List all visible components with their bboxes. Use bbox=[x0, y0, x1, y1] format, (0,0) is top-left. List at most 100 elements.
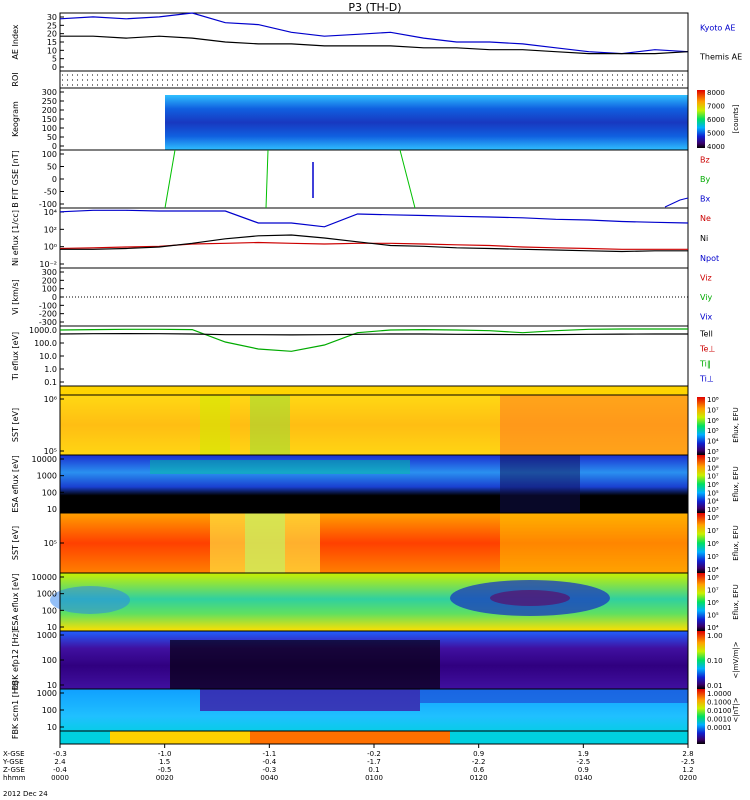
series-line-tell bbox=[59, 333, 688, 336]
legend-entry-ae: Themis AE bbox=[699, 53, 742, 62]
ylabel-esa_i: ESA eflux [eV] bbox=[11, 573, 20, 630]
ytick-keogram: 50 bbox=[47, 133, 57, 142]
xaxis-tick-label: 0.6 bbox=[473, 766, 485, 774]
xaxis-tick-label: -0.4 bbox=[53, 766, 67, 774]
ylabel-ae: AE Index bbox=[11, 24, 20, 59]
panel-frame-bfit bbox=[59, 149, 689, 209]
ytick-ae: 15 bbox=[47, 38, 57, 47]
bfit-by-segment bbox=[399, 149, 416, 209]
ytick-fbk_b: 1000 bbox=[37, 689, 57, 698]
ytick-esa_i: 10 bbox=[47, 623, 57, 632]
ytick-ni: 10⁻² bbox=[39, 260, 57, 269]
ytick-keogram: 200 bbox=[42, 106, 57, 115]
legend-entry-bfit: Bz bbox=[700, 156, 710, 165]
colorbar-tick-keogram: 5000 bbox=[707, 130, 725, 138]
series-line-themisae bbox=[60, 35, 689, 55]
legend-entry-ti: Tell bbox=[699, 330, 713, 339]
legend-entry-ti: Te⊥ bbox=[699, 345, 715, 354]
xaxis-row-label: Z-GSE bbox=[3, 766, 25, 774]
ytick-bfit: 100 bbox=[42, 150, 57, 159]
ytick-keogram: 150 bbox=[42, 115, 57, 124]
xaxis-tick-label: 1.5 bbox=[159, 758, 170, 766]
colorbar-tick-fbk_b: 0.1000 bbox=[707, 699, 732, 707]
ytick-ni: 10⁰ bbox=[44, 243, 57, 252]
bfit-bx-segment bbox=[664, 197, 689, 208]
legend-entry-ni: Npot bbox=[700, 254, 719, 263]
colorbar-tick-sst_e: 10⁵ bbox=[707, 427, 719, 435]
ytick-ae: 5 bbox=[52, 55, 57, 64]
legend-entry-vi: Viy bbox=[700, 293, 713, 302]
xaxis-tick-label: -2.5 bbox=[576, 758, 590, 766]
xaxis-tick-label: 0000 bbox=[51, 774, 69, 782]
colorbar-unit-fbk_e: <|mV/m|> bbox=[732, 641, 740, 678]
colorbar-tick-fbk_b: 0.0001 bbox=[707, 724, 732, 732]
ytick-keogram: 300 bbox=[42, 88, 57, 97]
xaxis-tick-label: -0.3 bbox=[53, 750, 67, 758]
xaxis-row-label: X-GSE bbox=[3, 750, 25, 758]
xaxis-tick-label: -2.2 bbox=[472, 758, 486, 766]
ytick-vi: 100 bbox=[42, 285, 57, 294]
spectrogram-images bbox=[50, 90, 705, 744]
ytick-vi: 300 bbox=[42, 268, 57, 277]
colorbar-tick-fbk_e: 0.01 bbox=[707, 682, 723, 690]
ytick-ni: 10⁴ bbox=[44, 208, 57, 217]
ylabel-vi: Vi [km/s] bbox=[11, 279, 20, 315]
x-axis: X-GSE -0.3 -1.0 -1.1 -0.2 0.9 1.9 2.8 Y-GSE 2.4 1.… bbox=[2, 385, 697, 798]
colorbar-tick-esa_i: 10⁴ bbox=[707, 624, 719, 632]
ytick-esa_e: 10 bbox=[47, 505, 57, 514]
xaxis-tick-label: 0.1 bbox=[368, 766, 379, 774]
colorbar-unit-esa_e: Eflux, EFU bbox=[732, 466, 740, 501]
ytick-sst_e: 10⁶ bbox=[44, 395, 57, 404]
ytick-bfit: -50 bbox=[44, 188, 57, 197]
xaxis-row-label: hhmm bbox=[3, 774, 26, 782]
ylabel-roi: ROI bbox=[11, 72, 20, 86]
ytick-vi: 0 bbox=[52, 293, 57, 302]
ytick-keogram: 250 bbox=[42, 97, 57, 106]
legend-entry-bfit: By bbox=[700, 175, 710, 184]
ylabel-fbk_e: FBK efp12 [Hz] bbox=[11, 630, 20, 690]
xaxis-date: 2012 Dec 24 bbox=[3, 790, 48, 798]
ytick-fbk_e: 1000 bbox=[37, 631, 57, 640]
colorbar-tick-esa_i: 10⁵ bbox=[707, 612, 719, 620]
ytick-fbk_e: 100 bbox=[42, 656, 57, 665]
ytick-vi: -300 bbox=[39, 318, 57, 327]
colorbar-tick-fbk_b: 1.0000 bbox=[707, 690, 732, 698]
xaxis-tick-label: 0.9 bbox=[473, 750, 484, 758]
colorbar-unit-sst_i: Eflux, EFU bbox=[732, 525, 740, 560]
xaxis-tick-label: -0.4 bbox=[262, 758, 276, 766]
colorbar-tick-fbk_b: 0.0010 bbox=[707, 716, 732, 724]
ylabel-sst_e: SST [eV] bbox=[11, 408, 20, 442]
colorbar-tick-esa_i: 10⁷ bbox=[707, 587, 719, 595]
ytick-ti: 1.0 bbox=[44, 365, 57, 374]
colorbar-tick-keogram: 7000 bbox=[707, 103, 725, 111]
ytick-bfit: 50 bbox=[47, 163, 57, 172]
panel-frame-roi bbox=[59, 70, 689, 89]
colorbar-tick-sst_i: 10⁸ bbox=[707, 514, 719, 522]
colorbar-tick-sst_i: 10⁶ bbox=[707, 540, 719, 548]
xaxis-tick-label: 0200 bbox=[679, 774, 697, 782]
panel-frame-vi bbox=[59, 267, 689, 327]
colorbar-tick-sst_e: 10⁸ bbox=[707, 396, 719, 404]
panel-frame-ti bbox=[59, 325, 689, 387]
ytick-ae: 0 bbox=[52, 63, 57, 72]
colorbar-tick-keogram: 4000 bbox=[707, 143, 725, 151]
xaxis-tick-label: -1.0 bbox=[158, 750, 172, 758]
colorbar-tick-esa_i: 10⁶ bbox=[707, 599, 719, 607]
ytick-sst_i: 10⁵ bbox=[44, 539, 57, 548]
colorbar-tick-esa_e: 10⁷ bbox=[707, 473, 719, 481]
legend-entry-ti: Ti⊥ bbox=[699, 375, 714, 384]
colorbar-tick-fbk_b: 0.0100 bbox=[707, 707, 732, 715]
ytick-esa_e: 100 bbox=[42, 488, 57, 497]
legend-entry-ni: Ni bbox=[700, 234, 708, 243]
ytick-bfit: 0 bbox=[52, 175, 57, 184]
ylabel-keogram: Keogram bbox=[11, 101, 20, 137]
colorbar-tick-sst_e: 10⁶ bbox=[707, 417, 719, 425]
ytick-ae: 10 bbox=[47, 46, 57, 55]
ytick-vi: 200 bbox=[42, 276, 57, 285]
legend-entry-vi: Viz bbox=[700, 274, 712, 283]
ylabel-ti: Ti eflux [eV] bbox=[11, 332, 20, 381]
colorbar-tick-esa_e: 10⁸ bbox=[707, 464, 719, 472]
ytick-ae: 25 bbox=[47, 21, 57, 30]
